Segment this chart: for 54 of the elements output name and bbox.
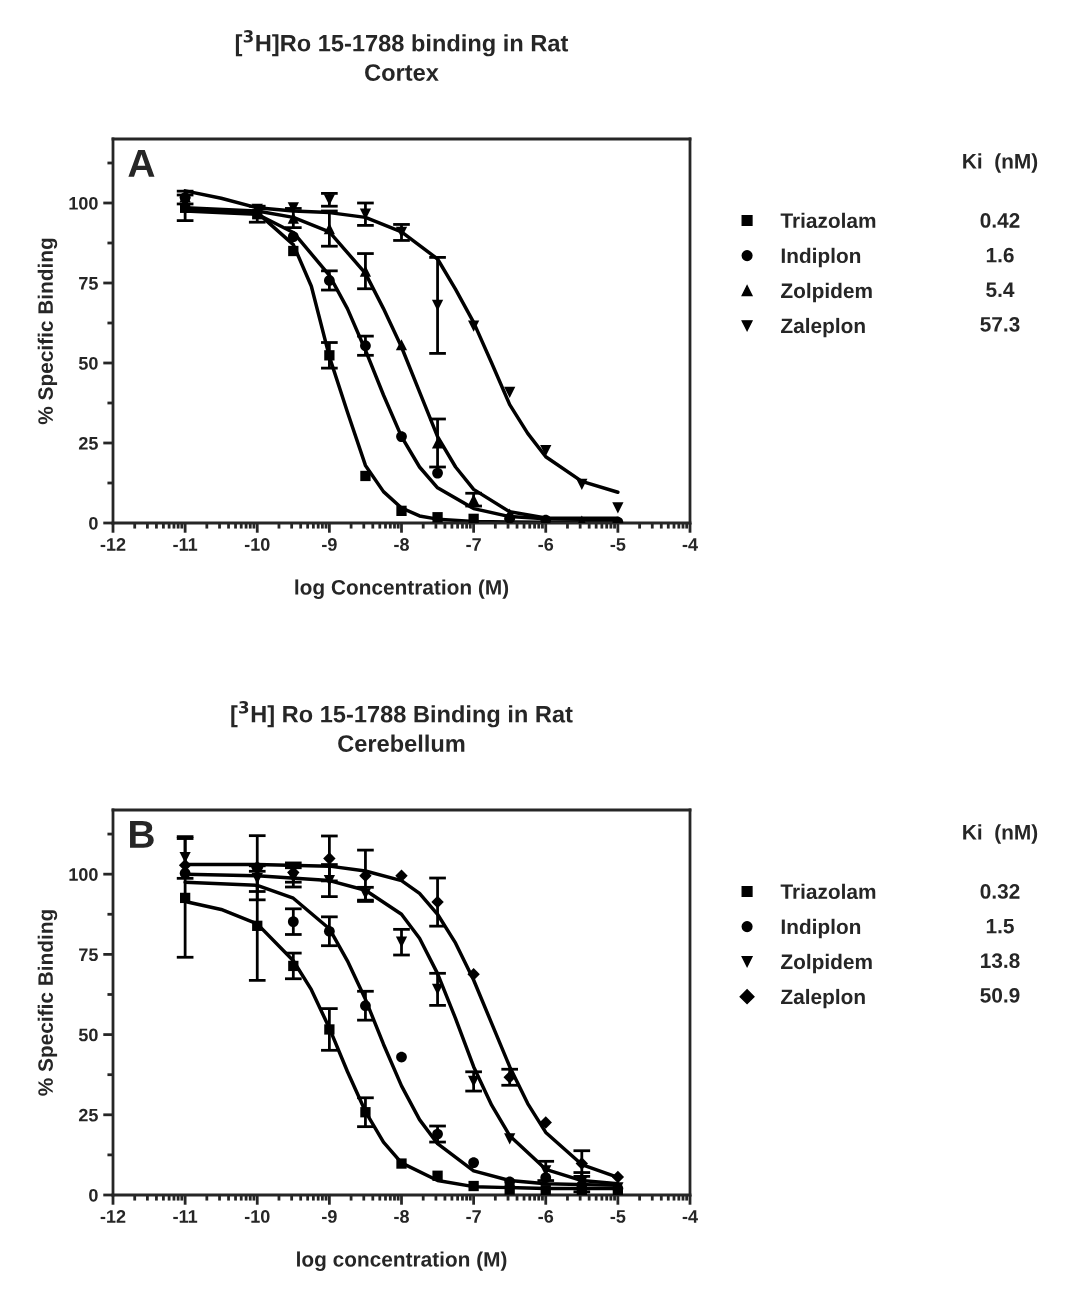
y-tick-label: 25 <box>78 1108 98 1122</box>
legend-label: Triazolam <box>780 212 876 229</box>
x-tick-label: -9 <box>322 1210 337 1223</box>
x-tick-label: -6 <box>538 538 554 551</box>
x-tick-label: -4 <box>682 1210 698 1223</box>
legend-label: Zolpidem <box>781 953 872 974</box>
y-tick-label: 50 <box>78 1028 98 1042</box>
y-tick-label: 100 <box>69 868 98 881</box>
legend-label: Indiplon <box>781 247 861 268</box>
text: Ki (nM) <box>963 153 1038 173</box>
x-axis-title: log concentration (M) <box>297 1251 507 1271</box>
x-tick-label: -8 <box>394 538 409 551</box>
chart-title: [$^{3}$H] Ro 15-1788 Binding in Rat Cerebellum <box>231 701 573 752</box>
x-tick-label: -11 <box>173 538 198 551</box>
x-axis-title: log Concentration (M) <box>295 579 509 599</box>
x-tick-label: -7 <box>466 1210 481 1223</box>
text: 50.9 <box>980 987 1020 1003</box>
text: 13.8 <box>981 953 1020 969</box>
legend-label: Zaleplon <box>781 988 865 1009</box>
legend-label: Triazolam <box>780 883 876 900</box>
text: 5.4 <box>986 282 1015 298</box>
y-tick-label: 0 <box>89 516 98 530</box>
x-tick-label: -5 <box>610 538 626 551</box>
y-tick-label: 75 <box>79 277 98 290</box>
x-tick-label: -9 <box>322 538 337 551</box>
x-tick-label: -11 <box>173 1210 198 1223</box>
y-tick-label: 50 <box>78 356 98 370</box>
text: 1.6 <box>986 247 1014 263</box>
x-tick-label: -12 <box>100 1210 126 1223</box>
legend-label: Zaleplon <box>781 317 865 338</box>
x-tick-label: -6 <box>538 1210 554 1223</box>
legend-label: Indiplon <box>781 918 861 939</box>
x-tick-label: -8 <box>394 1210 409 1223</box>
chart-title: [$^{3}$H]Ro 15-1788 binding in Rat Cortex <box>235 30 569 81</box>
y-tick-label: 25 <box>78 436 98 450</box>
y-tick-label: 0 <box>89 1188 98 1202</box>
annotation: B <box>130 821 154 848</box>
text: Ki (nM) <box>963 824 1038 844</box>
x-tick-label: -7 <box>466 538 481 551</box>
text: 0.42 <box>980 213 1020 228</box>
text: 0.32 <box>980 884 1020 899</box>
x-tick-label: -10 <box>244 538 270 551</box>
y-tick-label: 75 <box>79 948 98 962</box>
text: 1.5 <box>986 918 1014 934</box>
x-tick-label: -12 <box>100 538 126 551</box>
x-tick-label: -10 <box>244 1210 270 1223</box>
y-axis-title: % Specific Binding <box>37 910 58 1096</box>
y-tick-label: 100 <box>69 196 98 210</box>
text: 57.3 <box>980 316 1020 332</box>
x-tick-label: -4 <box>682 538 698 551</box>
y-axis-title: % Specific Binding <box>37 238 58 425</box>
annotation: A <box>128 150 155 177</box>
x-tick-label: -5 <box>610 1210 626 1223</box>
legend-label: Zolpidem <box>781 282 872 303</box>
